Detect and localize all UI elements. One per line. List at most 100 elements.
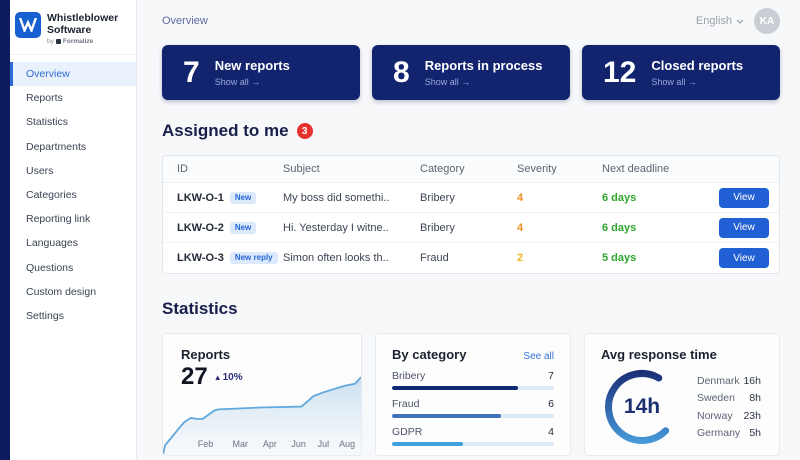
category-label: GDPR (392, 426, 423, 438)
show-all-link[interactable]: Show all → (424, 76, 471, 87)
category-value: 7 (548, 370, 554, 382)
view-button[interactable]: View (719, 248, 769, 268)
language-selector[interactable]: English (696, 15, 744, 27)
avg-response-card: Avg response time 14h (584, 333, 780, 456)
category-bar-fraud: Fraud 6 (392, 398, 554, 418)
bar-track (392, 442, 554, 446)
view-button[interactable]: View (719, 217, 769, 238)
report-deadline: 6 days (602, 191, 637, 204)
arrow-right-icon: → (461, 76, 471, 87)
gauge-value: 14h (623, 395, 661, 418)
assigned-to-me-heading: Assigned to me 3 (162, 121, 780, 141)
col-id: ID (177, 163, 188, 175)
reports-trend-card: Reports 27 ▲ 10% (162, 333, 362, 456)
category-label: Bribery (392, 370, 426, 382)
sidebar: Whistleblower Software by Formalize Over… (10, 0, 137, 460)
bar-fill (392, 414, 501, 418)
report-severity: 4 (517, 191, 524, 204)
legend-row-norway: Norway 23h (697, 409, 761, 422)
sidebar-item-custom-design[interactable]: Custom design (26, 285, 97, 298)
sidebar-item-questions[interactable]: Questions (26, 261, 74, 274)
sidebar-item-languages[interactable]: Languages (26, 237, 78, 250)
stat-card-title: Reports in process (424, 58, 543, 74)
sidebar-item-users[interactable]: Users (26, 164, 54, 177)
assigned-count-badge: 3 (296, 123, 313, 139)
x-tick-feb: Feb (197, 439, 214, 449)
statistics-cards-row: Reports 27 ▲ 10% (162, 333, 780, 456)
report-deadline: 5 days (602, 252, 637, 264)
arrow-right-icon: → (251, 76, 261, 87)
bar-fill (392, 386, 519, 390)
reports-line-chart (163, 360, 361, 455)
app-title: Whistleblower Software (47, 12, 119, 37)
sidebar-item-reporting-link[interactable]: Reporting link (26, 213, 91, 226)
see-all-link[interactable]: See all (523, 351, 554, 362)
chevron-down-icon (736, 19, 744, 24)
sidebar-item-categories[interactable]: Categories (26, 188, 77, 201)
main-content: Overview English KA 7 New reports Show a… (137, 0, 800, 460)
sidebar-item-overview[interactable]: Overview (10, 62, 136, 87)
sidebar-item-settings[interactable]: Settings (26, 309, 64, 322)
response-gauge: 14h (601, 366, 683, 448)
sidebar-item-reports[interactable]: Reports (26, 92, 63, 105)
report-category: Fraud (420, 252, 449, 264)
report-category: Bribery (420, 191, 455, 204)
arrow-right-icon: → (687, 76, 697, 87)
category-bar-gdpr: GDPR 4 (392, 426, 554, 446)
by-category-card: By category See all Bribery 7 Fraud 6 (375, 333, 571, 456)
brand-byline: by Formalize (47, 38, 94, 46)
bar-fill (392, 442, 464, 446)
report-id: LKW-O-2 (177, 221, 224, 234)
col-subject: Subject (283, 163, 320, 175)
response-legend: Denmark 16h Sweden 8h Norway 23h Germa (697, 375, 763, 440)
sidebar-item-statistics[interactable]: Statistics (26, 116, 69, 129)
legend-row-germany: Germany 5h (697, 427, 761, 440)
report-subject: My boss did somethi.. (283, 191, 390, 204)
stat-card-new-reports[interactable]: 7 New reports Show all → (162, 45, 360, 100)
topbar: Overview English KA (162, 0, 780, 42)
show-all-link[interactable]: Show all → (651, 76, 697, 87)
report-severity: 2 (517, 252, 524, 264)
closed-count: 12 (603, 55, 637, 89)
category-value: 4 (548, 426, 554, 438)
x-tick-jul: Jul (317, 439, 330, 449)
legend-row-denmark: Denmark 16h (697, 374, 761, 387)
stat-card-title: New reports (214, 58, 290, 74)
report-id: LKW-O-1 (177, 191, 224, 204)
avg-response-title: Avg response time (601, 347, 717, 362)
category-bar-bribery: Bribery 7 (392, 370, 554, 390)
view-button[interactable]: View (719, 187, 769, 208)
assigned-table: ID Subject Category Severity Next deadli… (162, 155, 780, 274)
table-row[interactable]: LKW-O-1 New My boss did somethi.. Briber… (163, 183, 779, 213)
formalize-flag-icon (55, 39, 61, 45)
breadcrumb: Overview (162, 15, 208, 27)
status-badge: New (229, 221, 257, 234)
reports-chart-title: Reports (181, 347, 231, 362)
in-process-count: 8 (393, 55, 410, 89)
logo: Whistleblower Software by Formalize (10, 0, 136, 56)
avatar[interactable]: KA (754, 8, 780, 34)
statistics-heading: Statistics (162, 299, 238, 318)
x-tick-jun: Jun (291, 439, 306, 449)
report-severity: 4 (517, 221, 524, 234)
table-row[interactable]: LKW-O-2 New Hi. Yesterday I witne.. Brib… (163, 213, 779, 243)
report-subject: Hi. Yesterday I witne.. (283, 221, 389, 234)
report-deadline: 6 days (602, 221, 637, 234)
table-row[interactable]: LKW-O-3 New reply Simon often looks th..… (163, 243, 779, 273)
show-all-link[interactable]: Show all → (214, 76, 261, 87)
sidebar-item-departments[interactable]: Departments (26, 140, 87, 153)
reports-total: 27 (181, 363, 208, 390)
category-value: 6 (548, 398, 554, 410)
left-accent-strip (0, 0, 10, 460)
whistleblower-logo-icon (15, 12, 41, 38)
x-tick-apr: Apr (262, 439, 277, 449)
bar-track (392, 386, 554, 390)
new-reports-count: 7 (183, 55, 200, 89)
status-badge: New reply (229, 252, 278, 264)
report-id: LKW-O-3 (177, 252, 224, 264)
col-category: Category (420, 163, 465, 175)
stat-card-reports-in-process[interactable]: 8 Reports in process Show all → (372, 45, 570, 100)
stat-card-closed-reports[interactable]: 12 Closed reports Show all → (582, 45, 780, 100)
stat-cards-row: 7 New reports Show all → 8 Reports in pr… (162, 45, 780, 100)
